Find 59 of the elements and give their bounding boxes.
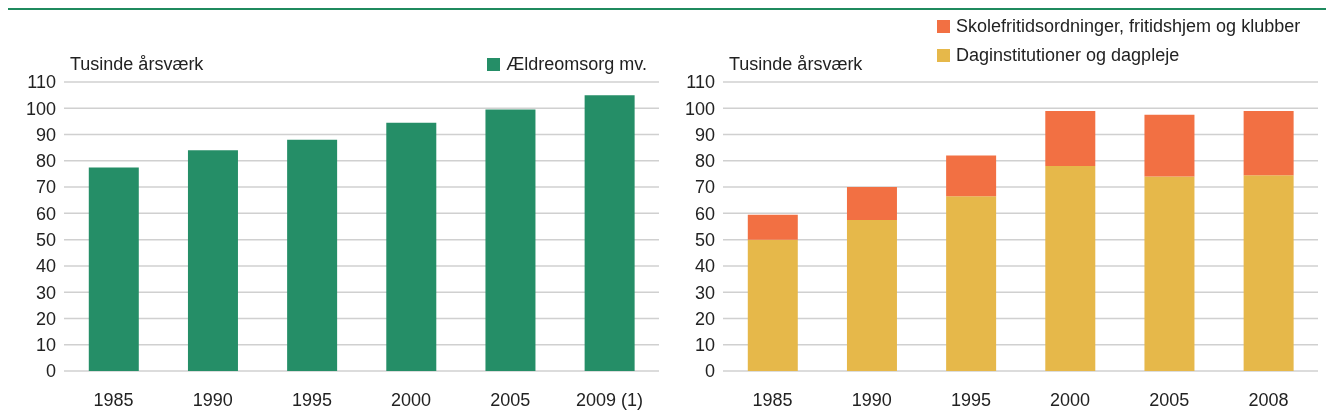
y-tick-label: 100 [684,98,715,119]
x-tick-label: 2000 [391,389,432,410]
y-tick-label: 0 [704,361,715,382]
x-tick-label: 1985 [93,389,134,410]
bar [747,214,798,240]
y-tick-label: 60 [694,203,715,224]
bar [946,196,997,371]
bar [485,109,536,371]
y-tick-label: 10 [35,335,56,356]
y-tick-label: 30 [694,282,715,303]
y-tick-label: 60 [35,203,56,224]
legend-label: Skolefritidsordninger, fritidshjem og klubber [956,16,1301,37]
bar [1144,114,1195,177]
y-axis-title: Tusinde årsværk [729,54,863,75]
bar [846,219,897,371]
x-tick-label: 1990 [851,389,892,410]
x-tick-label: 1990 [192,389,233,410]
x-tick-label: 2009 (1) [575,389,643,410]
x-tick-label: 1985 [752,389,793,410]
y-tick-label: 20 [694,308,715,329]
x-tick-label: 2008 [1248,389,1289,410]
legend-label: Ældreomsorg mv. [506,54,647,75]
bar [88,167,139,371]
bar [584,95,635,371]
bar [187,150,238,371]
y-tick-label: 10 [694,335,715,356]
x-tick-label: 1995 [950,389,991,410]
bar [747,239,798,371]
y-tick-label: 50 [694,230,715,251]
y-tick-label: 70 [35,177,56,198]
bar [1045,110,1096,167]
x-tick-label: 2000 [1050,389,1091,410]
bar [287,139,338,371]
x-tick-label: 2005 [490,389,531,410]
y-tick-label: 90 [694,124,715,145]
bar [846,187,897,220]
x-tick-label: 2005 [1149,389,1190,410]
y-tick-label: 40 [35,256,56,277]
y-tick-label: 110 [686,72,715,93]
y-tick-label: 80 [35,151,56,172]
y-tick-label: 70 [694,177,715,198]
y-tick-label: 40 [694,256,715,277]
y-axis-title: Tusinde årsværk [70,54,204,75]
y-tick-label: 90 [35,124,56,145]
y-tick-label: 100 [25,98,56,119]
y-tick-label: 110 [27,72,56,93]
bar [946,155,997,197]
y-tick-label: 30 [35,282,56,303]
bar [1243,110,1294,176]
y-tick-label: 0 [45,361,56,382]
bar [1144,176,1195,371]
legend-label: Daginstitutioner og dagpleje [956,45,1180,66]
bar [386,122,437,371]
y-tick-label: 20 [35,308,56,329]
x-tick-label: 1995 [291,389,332,410]
bar [1045,166,1096,371]
y-tick-label: 80 [694,151,715,172]
y-tick-label: 50 [35,230,56,251]
bar [1243,175,1294,371]
